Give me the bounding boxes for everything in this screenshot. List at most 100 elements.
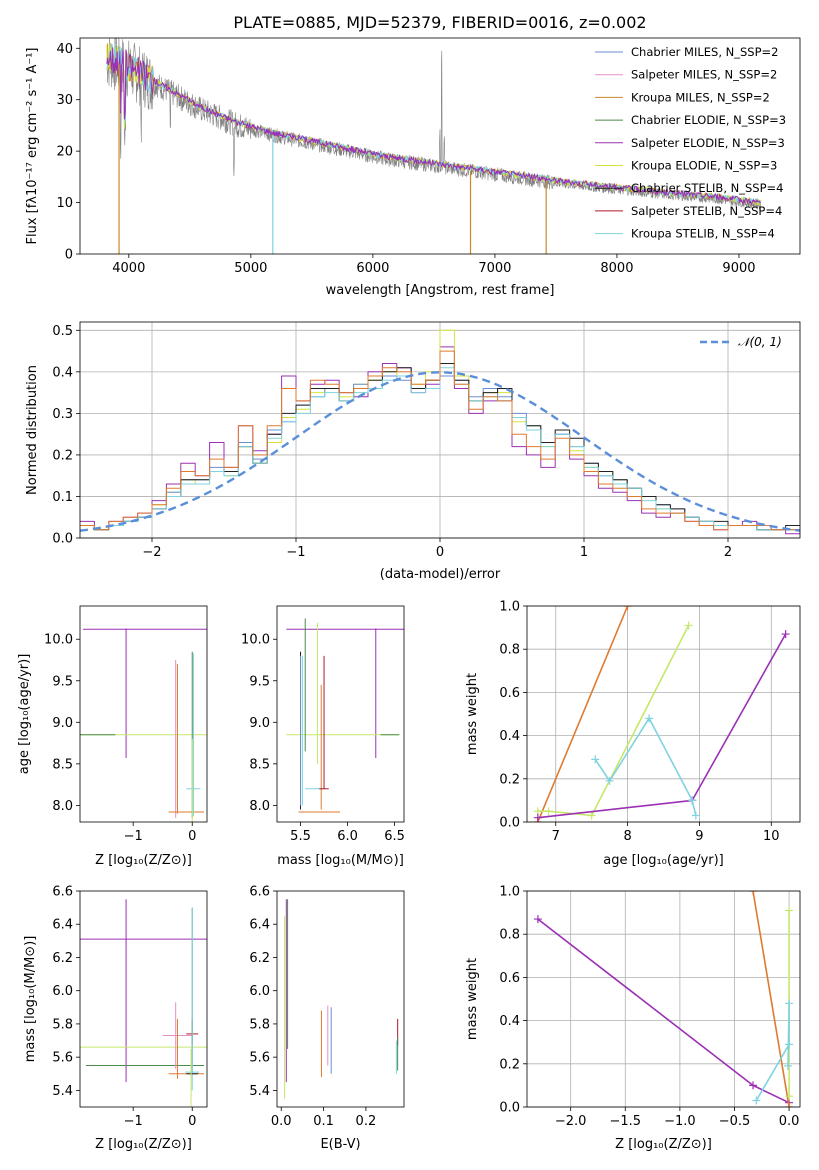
y-axis-label: mass weight: [465, 673, 480, 755]
y-tick-label: 1.0: [499, 600, 520, 615]
x-axis-label: Z [log₁₀(Z/Z⊙)]: [95, 853, 192, 868]
weight-series: [537, 918, 790, 1104]
axes-frame: [79, 890, 208, 1108]
x-tick-label: 6000: [356, 261, 389, 276]
y-tick-label: 0.0: [52, 532, 73, 547]
y-tick-label: 6.0: [52, 984, 73, 999]
x-tick-label: 5.5: [290, 829, 311, 844]
x-tick-label: 2: [724, 545, 732, 560]
y-tick-label: 0.2: [499, 772, 520, 787]
x-tick-label: 0.1: [313, 1114, 334, 1129]
y-tick-label: 6.2: [52, 951, 73, 966]
mass-vs-metallicity-panel: −1 0 5.4 5.6 5.8 6.0 6.2 6.4 6.6 Z [log₁₀(Z/Z⊙)] m…: [23, 885, 208, 1152]
plot-area: [80, 628, 207, 822]
x-tick-label: 0: [188, 1114, 196, 1129]
y-tick-label: 8.5: [52, 757, 73, 772]
x-tick-label: 8: [623, 829, 631, 844]
weight-point: [533, 915, 542, 924]
x-tick-label: −2.0: [555, 1114, 587, 1129]
plot-area: [80, 329, 800, 535]
y-tick-label: 0.2: [499, 1057, 520, 1072]
weight-series: [537, 606, 629, 822]
y-axis-label: mass weight: [465, 958, 480, 1040]
y-tick-label: 0.0: [499, 816, 520, 831]
residuals-panel: −2 −1 0 1 2 0.0 0.1 0.2 0.3 0.4 0.5 (data-model)/er…: [25, 321, 801, 582]
y-tick-label: 1.0: [499, 885, 520, 900]
x-axis-label: (data-model)/error: [380, 567, 501, 582]
legend-label: Kroupa STELIB, N_SSP=4: [631, 227, 775, 241]
spectrum-panel: 4000 5000 6000 7000 8000 9000 0 10 20 30 40 wavelen…: [25, 37, 801, 298]
x-tick-label: 9: [695, 829, 703, 844]
x-tick-label: 0.0: [271, 1114, 292, 1129]
legend-label: Chabrier ELODIE, N_SSP=3: [631, 113, 786, 127]
y-tick-label: 5.4: [52, 1084, 73, 1099]
y-tick-label: 0.3: [52, 407, 73, 422]
x-tick-label: 0.0: [779, 1114, 800, 1129]
weight-point: [691, 811, 700, 820]
legend-label: Salpeter ELODIE, N_SSP=3: [631, 136, 785, 150]
y-tick-label: 10: [56, 196, 73, 211]
y-tick-label: 5.4: [249, 1084, 270, 1099]
weight-point: [688, 796, 697, 805]
y-tick-label: 5.6: [249, 1051, 270, 1066]
weight-point: [752, 1096, 761, 1105]
plot-area: [533, 891, 794, 1107]
weight-point: [684, 621, 693, 630]
y-tick-label: 5.8: [52, 1017, 73, 1032]
y-tick-label: 20: [56, 145, 73, 160]
x-axis-label: E(B-V): [320, 1137, 360, 1152]
x-tick-label: 0: [436, 545, 444, 560]
axes-frame: [276, 605, 405, 823]
age-vs-mass-panel: 5.5 6.0 6.5 8.0 8.5 9.0 9.5 10.0 mass [log₁₀(M/M…: [241, 605, 405, 868]
y-tick-label: 10.0: [44, 633, 73, 648]
x-axis-label: Z [log₁₀(Z/Z⊙)]: [615, 1137, 712, 1152]
age-vs-metallicity-panel: −1 0 8.0 8.5 9.0 9.5 10.0 Z [log₁₀(Z/Z⊙)] age [l…: [17, 605, 208, 868]
legend-label: Kroupa ELODIE, N_SSP=3: [631, 159, 777, 173]
weight-vs-age-panel: 7 8 9 10 0.0 0.2 0.4 0.6 0.8 1.0 age [log₁₀(age/yr…: [465, 600, 801, 868]
axes-frame: [276, 890, 405, 1108]
x-tick-label: 5000: [234, 261, 267, 276]
y-axis-label: Normed distribution: [25, 365, 40, 495]
plot-area: [286, 618, 404, 813]
y-tick-label: 0: [65, 248, 73, 263]
y-tick-label: 6.4: [249, 918, 270, 933]
y-tick-label: 0.6: [499, 686, 520, 701]
figure-title: PLATE=0885, MJD=52379, FIBERID=0016, z=0…: [233, 13, 646, 32]
x-tick-label: −1.5: [609, 1114, 641, 1129]
y-axis-label: age [log₁₀(age/yr)]: [17, 654, 32, 775]
weight-point: [587, 811, 596, 820]
weight-point: [785, 1040, 794, 1049]
histogram-series: [80, 367, 800, 531]
x-tick-label: 8000: [600, 261, 633, 276]
y-tick-label: 0.5: [52, 324, 73, 339]
x-axis-label: age [log₁₀(age/yr)]: [603, 853, 724, 868]
y-tick-label: 5.6: [52, 1051, 73, 1066]
x-tick-label: 9000: [722, 261, 755, 276]
y-tick-label: 6.6: [52, 885, 73, 900]
plot-area: [80, 899, 207, 1107]
y-tick-label: 0.2: [52, 448, 73, 463]
y-tick-label: 40: [56, 42, 73, 57]
weight-point: [783, 1061, 792, 1070]
x-tick-label: −0.5: [719, 1114, 751, 1129]
legend-label: 𝒩(0, 1): [738, 335, 782, 349]
x-tick-label: 0.2: [356, 1114, 377, 1129]
weight-point: [533, 813, 542, 822]
plot-area: [106, 38, 762, 254]
legend-label: Chabrier MILES, N_SSP=2: [631, 45, 778, 59]
x-tick-label: −1: [124, 1114, 143, 1129]
axes-frame: [79, 37, 801, 255]
weight-series: [537, 625, 690, 817]
axes-frame: [79, 605, 208, 823]
y-tick-label: 10.0: [241, 633, 270, 648]
y-axis-label: Flux [fλ10⁻¹⁷ erg cm⁻² s⁻¹ A⁻¹]: [25, 48, 40, 245]
mass-vs-ebv-panel: 0.0 0.1 0.2 5.4 5.6 5.8 6.0 6.2 6.4 6.6 E(B-V): [249, 885, 405, 1152]
weight-point: [785, 1092, 794, 1101]
weight-point: [781, 630, 790, 639]
x-tick-label: 10: [763, 829, 780, 844]
y-tick-label: 6.2: [249, 951, 270, 966]
y-axis-label: mass [log₁₀(M/M⊙)]: [23, 936, 38, 1063]
weight-point: [544, 807, 553, 816]
plot-area: [533, 606, 790, 822]
y-tick-label: 8.5: [249, 757, 270, 772]
